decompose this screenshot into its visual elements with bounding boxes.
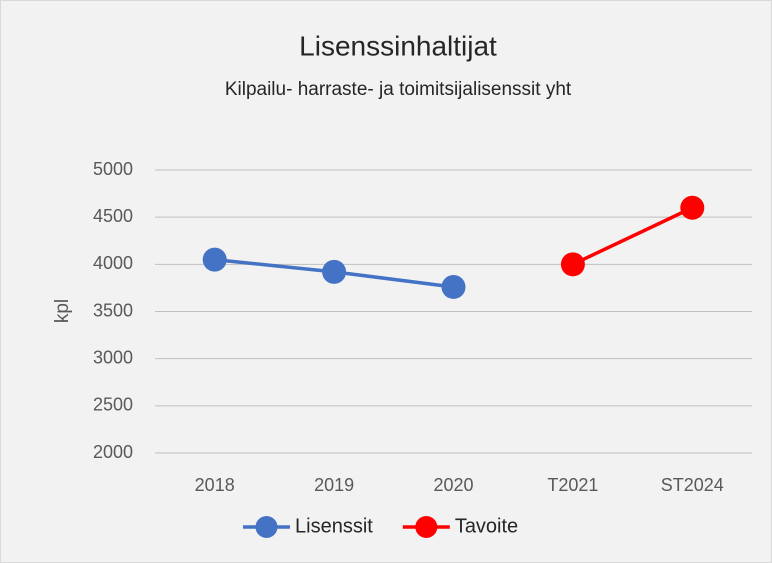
x-tick-label: 2019 xyxy=(314,475,354,495)
legend-label: Tavoite xyxy=(455,515,518,537)
data-point xyxy=(202,247,227,272)
y-tick-label: 4500 xyxy=(93,206,133,226)
y-tick-label: 2000 xyxy=(93,442,133,462)
legend-label: Lisenssit xyxy=(295,515,373,537)
x-tick-label: 2020 xyxy=(433,475,473,495)
x-tick-label: T2021 xyxy=(547,475,598,495)
data-point xyxy=(441,274,466,299)
y-tick-label: 2500 xyxy=(93,395,133,415)
series-line xyxy=(572,206,694,266)
y-tick-label: 3000 xyxy=(93,347,133,367)
y-tick-label: 3500 xyxy=(93,300,133,320)
chart-subtitle: Kilpailu- harraste- ja toimitsijalisenss… xyxy=(225,79,572,100)
y-tick-label: 4000 xyxy=(93,253,133,273)
y-tick-label: 5000 xyxy=(93,159,133,179)
x-tick-label: ST2024 xyxy=(661,475,724,495)
x-tick-label: 2018 xyxy=(195,475,235,495)
data-point xyxy=(680,195,705,220)
legend-marker xyxy=(415,516,438,538)
chart-title: Lisenssinhaltijat xyxy=(299,30,497,61)
data-point xyxy=(560,252,585,277)
data-point xyxy=(322,259,347,284)
y-axis-label: kpl xyxy=(52,299,73,323)
legend-marker xyxy=(255,516,278,538)
